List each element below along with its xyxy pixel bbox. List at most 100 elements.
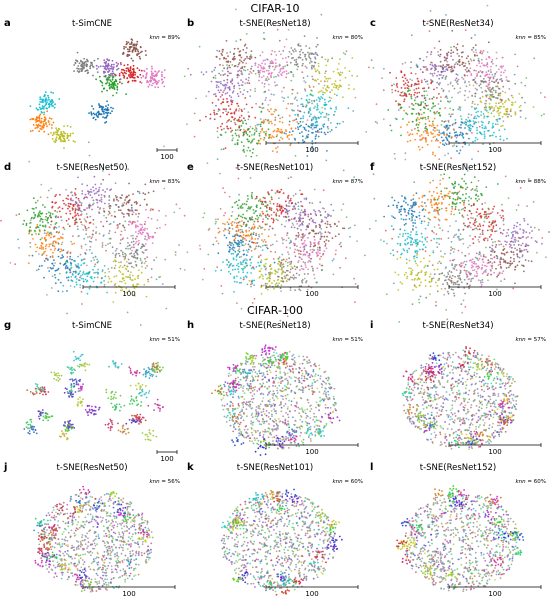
panel-a-point — [121, 68, 123, 71]
panel-e-point — [299, 250, 302, 253]
panel-b-point — [253, 133, 256, 136]
panel-f: f t-SNE(ResNet152)knn = 88%100 — [347, 162, 550, 324]
panel-b-point — [231, 78, 234, 81]
panel-d-point — [130, 241, 133, 243]
panel-d-point — [155, 278, 158, 281]
panel-e-point — [275, 270, 278, 273]
panel-c-point — [464, 143, 467, 146]
panel-e-point — [227, 266, 230, 269]
panel-b-point — [276, 28, 279, 31]
panel-e-point — [339, 241, 342, 244]
panel-e-point — [251, 216, 253, 218]
panel-f-point — [443, 173, 446, 176]
panel-c-point — [470, 128, 472, 130]
panel-b-point — [227, 55, 229, 57]
panel-d-point — [91, 236, 94, 238]
panel-e-point — [285, 239, 288, 242]
panel-d-point — [69, 255, 72, 258]
panel-b-point — [311, 102, 313, 105]
panel-b-point — [280, 136, 282, 139]
panel-b-point — [240, 109, 243, 111]
panel-d-point — [90, 260, 93, 262]
panel-a-point — [54, 103, 56, 106]
panel-d-point — [93, 192, 96, 195]
panel-d-point — [75, 278, 78, 280]
panel-e-point — [279, 208, 281, 211]
panel-d-point — [79, 218, 81, 221]
panel-b-point — [291, 102, 294, 105]
panel-b-point — [293, 119, 296, 121]
panel-c-point — [469, 123, 471, 126]
panel-e-point — [250, 283, 252, 286]
panel-c-point — [354, 96, 357, 99]
panel-a-point — [107, 59, 109, 62]
panel-b-point — [318, 100, 321, 102]
panel-b-point — [247, 118, 250, 121]
panel-b-point — [251, 139, 254, 142]
panel-f-point — [412, 198, 415, 200]
panel-b-point — [247, 146, 250, 149]
panel-e-point — [294, 193, 297, 195]
panel-d-point — [64, 267, 67, 270]
panel-b-point — [223, 127, 225, 130]
panel-b-point — [281, 116, 284, 119]
panel-a-point — [127, 67, 129, 70]
panel-e-point — [260, 227, 262, 229]
panel-b-point — [218, 91, 221, 94]
panel-e-point — [302, 250, 305, 253]
panel-c-point — [461, 61, 464, 64]
panel-e-point — [257, 261, 260, 264]
panel-c-point — [417, 124, 420, 126]
panel-e-point — [290, 260, 293, 263]
panel-f-point — [392, 216, 395, 219]
panel-c-point — [475, 75, 478, 78]
panel-c-point — [484, 89, 487, 92]
panel-a-point — [90, 111, 92, 113]
panel-e-point — [240, 255, 243, 258]
panel-c-point — [490, 148, 493, 151]
panel-f-point — [433, 216, 436, 218]
panel-b-point — [243, 108, 246, 110]
panel-d-point — [137, 216, 140, 218]
panel-e-point — [244, 266, 247, 269]
panel-b-point — [258, 73, 261, 76]
panel-e-point — [318, 263, 321, 266]
panel-e-point — [271, 282, 273, 285]
panel-e-point — [325, 239, 328, 241]
panel-c-point — [417, 87, 420, 89]
panel-d-point — [129, 253, 131, 255]
panel-e-point — [248, 226, 251, 229]
panel-c-point — [480, 80, 482, 82]
panel-a-point — [101, 90, 103, 93]
panel-a-point — [29, 130, 32, 133]
panel-d-point — [133, 294, 136, 297]
panel-c-point — [496, 97, 498, 99]
panel-d-point — [92, 199, 95, 202]
panel-e-point — [264, 205, 267, 207]
panel-e-point — [306, 251, 308, 253]
panel-e-point — [231, 206, 234, 208]
panel-d-point — [53, 264, 55, 267]
panel-b-point — [248, 115, 250, 117]
panel-e-point — [285, 246, 288, 249]
panel-b-point — [261, 51, 264, 54]
panel-c-point — [494, 91, 497, 94]
panel-b-point — [329, 91, 332, 93]
panel-e-point — [302, 268, 305, 270]
panel-e-point — [256, 218, 259, 221]
panel-e-point — [304, 210, 307, 213]
panel-e-point — [289, 247, 291, 249]
panel-d-point — [118, 269, 121, 272]
panel-d-point — [87, 192, 90, 195]
panel-d-point — [61, 207, 64, 210]
panel-c-point — [514, 112, 517, 115]
panel-d-point — [146, 232, 148, 235]
panel-b-point — [240, 141, 243, 144]
panel-d-point — [81, 190, 84, 192]
panel-f-point — [445, 207, 447, 210]
panel-c-point — [457, 92, 459, 94]
panel-d-point — [66, 252, 69, 254]
panel-c-point — [455, 140, 457, 143]
panel-b-point — [308, 86, 311, 89]
panel-e-point — [253, 284, 256, 286]
